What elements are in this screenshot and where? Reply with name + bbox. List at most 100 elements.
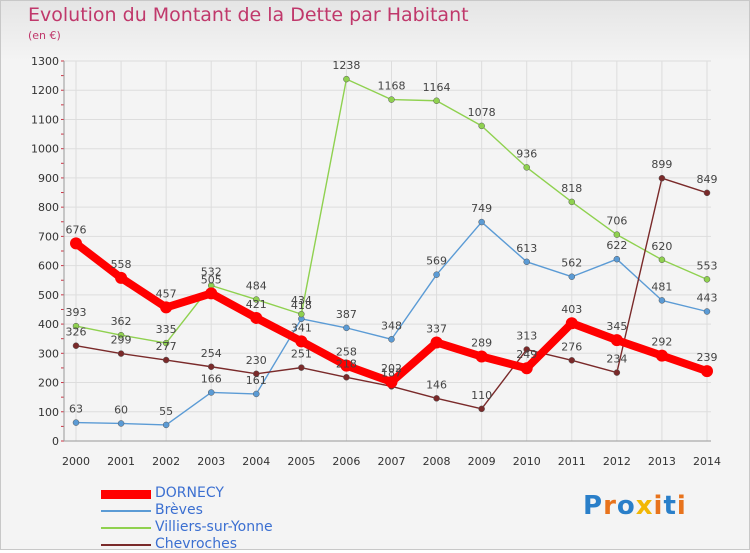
data-label-chevroches: 299 [111, 334, 132, 347]
logo-letter: i [676, 491, 687, 521]
legend-label: DORNECY [155, 485, 224, 501]
x-tick-label: 2004 [242, 455, 270, 468]
data-label-chevroches: 110 [471, 389, 492, 402]
data-label-dornecy: 337 [426, 322, 447, 335]
data-point-villiers-sur-yonne [658, 256, 666, 264]
data-label-chevroches: 146 [426, 378, 447, 391]
data-point-chevroches [343, 374, 350, 381]
legend-label: Brèves [155, 502, 203, 518]
data-label-br-ves: 63 [69, 403, 83, 416]
data-point-br-ves [613, 255, 621, 263]
data-label-dornecy: 558 [111, 258, 132, 271]
data-label-chevroches: 234 [606, 353, 627, 366]
y-tick-label: 400 [38, 318, 59, 331]
legend-label: Chevroches [155, 536, 238, 552]
y-tick-label: 1300 [31, 55, 59, 68]
data-point-chevroches [253, 370, 260, 378]
data-label-dornecy: 202 [381, 362, 402, 375]
data-label-villiers-sur-yonne: 393 [66, 306, 87, 319]
data-label-villiers-sur-yonne: 1168 [378, 80, 406, 93]
legend-swatch [101, 510, 151, 512]
data-label-villiers-sur-yonne: 1238 [332, 59, 360, 72]
data-point-br-ves [658, 297, 666, 304]
data-label-villiers-sur-yonne: 335 [156, 323, 177, 336]
y-tick-label: 100 [38, 406, 59, 419]
data-label-chevroches: 276 [561, 340, 582, 353]
data-label-dornecy: 403 [561, 303, 582, 316]
data-label-villiers-sur-yonne: 362 [111, 315, 132, 328]
y-tick-label: 200 [38, 377, 59, 390]
data-label-villiers-sur-yonne: 484 [246, 280, 267, 293]
data-point-villiers-sur-yonne [72, 322, 80, 330]
y-tick-label: 300 [38, 347, 59, 360]
data-point-villiers-sur-yonne [343, 75, 350, 83]
logo-letter: P [583, 491, 604, 521]
data-label-br-ves: 613 [516, 242, 537, 255]
x-tick-label: 2006 [332, 455, 360, 468]
data-point-dornecy [160, 301, 173, 314]
data-point-chevroches [207, 363, 215, 371]
data-point-chevroches [613, 369, 621, 376]
x-tick-label: 2010 [513, 455, 541, 468]
data-point-dornecy [430, 336, 443, 349]
data-point-br-ves [343, 324, 350, 332]
data-point-villiers-sur-yonne [388, 96, 395, 103]
data-point-dornecy [115, 271, 128, 284]
data-point-br-ves [117, 420, 125, 427]
x-tick-label: 2000 [62, 455, 90, 468]
data-label-chevroches: 313 [516, 330, 537, 343]
data-point-chevroches [433, 395, 440, 402]
data-point-chevroches [523, 346, 530, 353]
logo-letter: o [616, 491, 636, 521]
data-point-br-ves [162, 421, 170, 429]
x-tick-label: 2011 [558, 455, 586, 468]
y-tick-label: 1000 [31, 143, 59, 156]
logo-letter: x [635, 491, 654, 521]
data-label-dornecy: 239 [697, 351, 718, 364]
data-point-dornecy [205, 287, 218, 300]
data-label-br-ves: 562 [561, 257, 582, 270]
data-label-dornecy: 345 [606, 320, 627, 333]
data-point-dornecy [610, 334, 623, 347]
data-point-br-ves [703, 308, 711, 315]
data-point-chevroches [658, 174, 666, 182]
data-point-chevroches [162, 356, 170, 364]
data-point-chevroches [298, 364, 305, 371]
x-tick-label: 2003 [197, 455, 225, 468]
data-point-villiers-sur-yonne [523, 164, 530, 171]
data-point-chevroches [703, 189, 711, 197]
data-label-chevroches: 277 [156, 340, 177, 353]
data-point-br-ves [568, 273, 576, 280]
data-label-chevroches: 187 [381, 366, 402, 379]
legend-label: Villiers-sur-Yonne [155, 519, 273, 535]
chart-title: Evolution du Montant de la Dette par Hab… [28, 4, 469, 26]
data-label-br-ves: 60 [114, 403, 128, 416]
y-tick-label: 500 [38, 289, 59, 302]
data-label-chevroches: 254 [201, 347, 222, 360]
data-point-br-ves [523, 258, 530, 266]
data-label-villiers-sur-yonne: 553 [697, 259, 718, 272]
data-point-br-ves [433, 271, 440, 278]
data-label-villiers-sur-yonne: 936 [516, 147, 537, 160]
y-tick-label: 800 [38, 201, 59, 214]
x-tick-label: 2014 [693, 455, 721, 468]
data-label-dornecy: 289 [471, 337, 492, 350]
x-tick-label: 2005 [287, 455, 315, 468]
data-point-br-ves [253, 390, 260, 398]
y-axis-unit: (en €) [28, 29, 61, 42]
data-label-chevroches: 218 [336, 357, 357, 370]
data-point-villiers-sur-yonne [613, 231, 621, 238]
data-point-chevroches [478, 405, 485, 413]
data-label-villiers-sur-yonne: 1078 [468, 106, 496, 119]
data-label-dornecy: 421 [246, 298, 267, 311]
data-point-dornecy [70, 237, 82, 250]
logo-letter: r [603, 491, 617, 521]
data-point-dornecy [340, 359, 353, 372]
legend-swatch [101, 544, 151, 546]
data-label-villiers-sur-yonne: 706 [606, 215, 627, 228]
x-tick-label: 2002 [152, 455, 180, 468]
data-point-dornecy [475, 350, 488, 363]
data-point-dornecy [295, 335, 308, 348]
